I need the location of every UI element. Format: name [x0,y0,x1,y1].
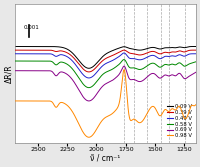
Legend: 0.09 V, 0.39 V, 0.49 V, 0.58 V, 0.69 V, 0.98 V: 0.09 V, 0.39 V, 0.49 V, 0.58 V, 0.69 V, … [166,103,193,139]
X-axis label: ν̃ / cm⁻¹: ν̃ / cm⁻¹ [90,154,120,163]
Y-axis label: ΔR/R: ΔR/R [4,64,13,83]
Text: 0.001: 0.001 [24,25,40,30]
